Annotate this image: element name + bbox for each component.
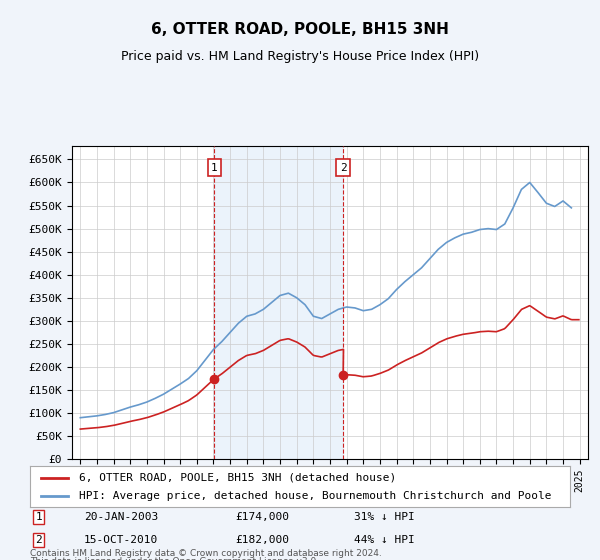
Text: HPI: Average price, detached house, Bournemouth Christchurch and Poole: HPI: Average price, detached house, Bour…: [79, 491, 551, 501]
Bar: [214, 146, 343, 459]
Text: 20-JAN-2003: 20-JAN-2003: [84, 512, 158, 522]
Text: 44% ↓ HPI: 44% ↓ HPI: [354, 535, 415, 545]
Text: 1: 1: [35, 512, 42, 522]
Text: 31% ↓ HPI: 31% ↓ HPI: [354, 512, 415, 522]
Text: Price paid vs. HM Land Registry's House Price Index (HPI): Price paid vs. HM Land Registry's House …: [121, 50, 479, 63]
Text: 2: 2: [35, 535, 42, 545]
Text: 15-OCT-2010: 15-OCT-2010: [84, 535, 158, 545]
Text: 6, OTTER ROAD, POOLE, BH15 3NH: 6, OTTER ROAD, POOLE, BH15 3NH: [151, 22, 449, 38]
Text: 2: 2: [340, 162, 347, 172]
Text: Contains HM Land Registry data © Crown copyright and database right 2024.: Contains HM Land Registry data © Crown c…: [30, 549, 382, 558]
Text: £182,000: £182,000: [235, 535, 289, 545]
Text: This data is licensed under the Open Government Licence v3.0.: This data is licensed under the Open Gov…: [30, 558, 319, 560]
Text: 6, OTTER ROAD, POOLE, BH15 3NH (detached house): 6, OTTER ROAD, POOLE, BH15 3NH (detached…: [79, 473, 396, 483]
Text: 1: 1: [211, 162, 218, 172]
Text: £174,000: £174,000: [235, 512, 289, 522]
